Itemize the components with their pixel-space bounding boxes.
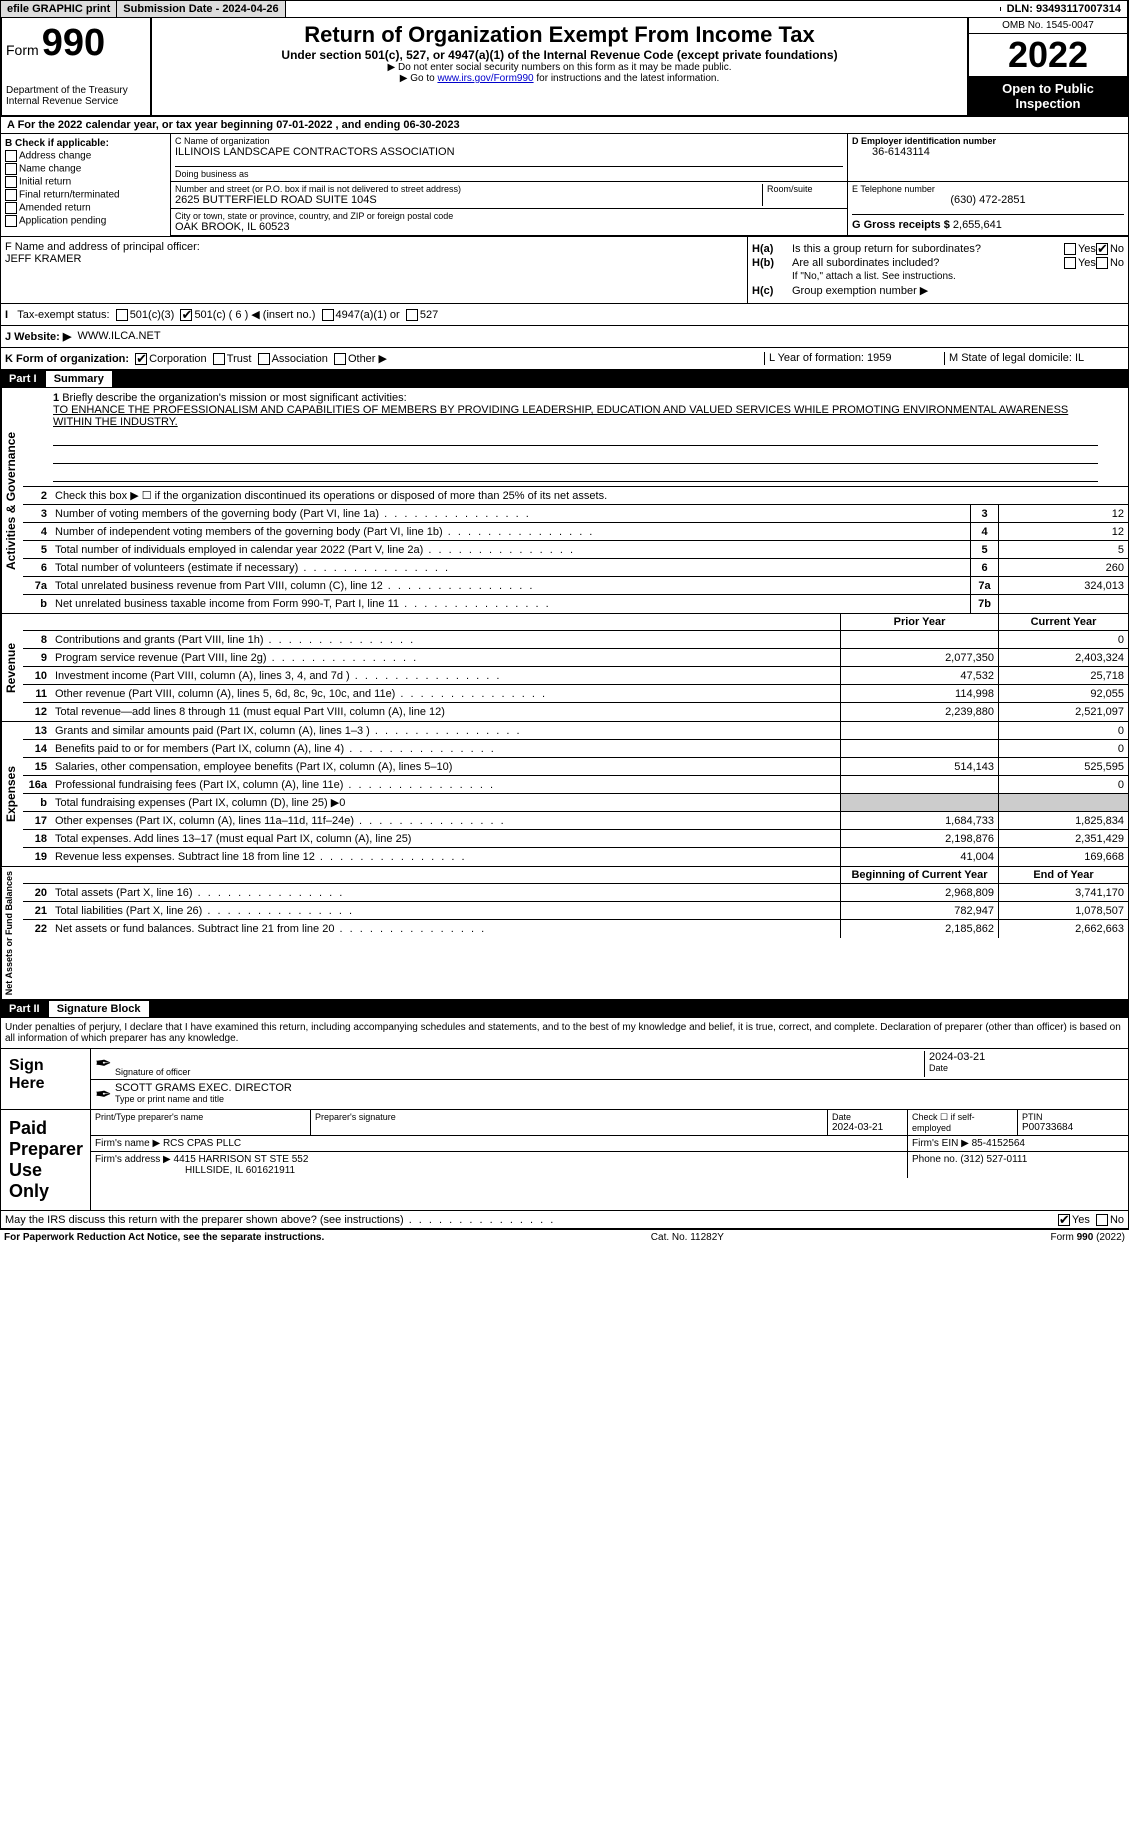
activities-governance-label: Activities & Governance	[1, 388, 23, 613]
discuss-question: May the IRS discuss this return with the…	[5, 1214, 1058, 1226]
line-9-current: 2,403,324	[998, 649, 1128, 666]
line-4-val: 12	[998, 523, 1128, 540]
line-22-eoy: 2,662,663	[998, 920, 1128, 938]
firm-phone: (312) 527-0111	[960, 1154, 1027, 1165]
line-21-eoy: 1,078,507	[998, 902, 1128, 919]
website-row: J Website: ▶ WWW.ILCA.NET	[0, 326, 1129, 348]
form-header: Form 990 Department of the Treasury Inte…	[0, 18, 1129, 117]
section-f: F Name and address of principal officer:…	[1, 237, 748, 303]
line-5-val: 5	[998, 541, 1128, 558]
dln: DLN: 93493117007314	[1001, 1, 1128, 17]
form-org-row: K Form of organization: Corporation Trus…	[0, 348, 1129, 370]
website-url: WWW.ILCA.NET	[77, 330, 160, 343]
dept-treasury: Department of the Treasury	[6, 85, 146, 96]
firm-name: RCS CPAS PLLC	[163, 1138, 241, 1149]
expenses-label: Expenses	[1, 722, 23, 866]
org-name-block: C Name of organization ILLINOIS LANDSCAP…	[171, 134, 848, 182]
street-address: 2625 BUTTERFIELD ROAD SUITE 104S	[175, 194, 762, 206]
sig-date: 2024-03-21	[929, 1051, 1124, 1063]
org-name: ILLINOIS LANDSCAPE CONTRACTORS ASSOCIATI…	[175, 146, 843, 158]
officer-name: SCOTT GRAMS EXEC. DIRECTOR	[115, 1082, 1124, 1094]
line-13-current: 0	[998, 722, 1128, 739]
year-formation: L Year of formation: 1959	[764, 352, 944, 365]
row-a-tax-year: A For the 2022 calendar year, or tax yea…	[0, 117, 1129, 134]
cb-app-pending[interactable]: Application pending	[5, 215, 166, 227]
line-7b-val	[998, 595, 1128, 613]
sign-here-label: Sign Here	[1, 1049, 91, 1109]
line-3-val: 12	[998, 505, 1128, 522]
cb-amended[interactable]: Amended return	[5, 202, 166, 214]
line-17-current: 1,825,834	[998, 812, 1128, 829]
ein: 36-6143114	[852, 146, 1124, 158]
city-state-zip: OAK BROOK, IL 60523	[175, 221, 843, 233]
line-16a-current: 0	[998, 776, 1128, 793]
ssn-note: ▶ Do not enter social security numbers o…	[156, 62, 963, 73]
state-domicile: M State of legal domicile: IL	[944, 352, 1124, 365]
top-bar: efile GRAPHIC print Submission Date - 20…	[0, 0, 1129, 18]
ptin: P00733684	[1022, 1122, 1124, 1133]
line-8-current: 0	[998, 631, 1128, 648]
gross-receipts: 2,655,641	[953, 219, 1002, 231]
efile-print-button[interactable]: efile GRAPHIC print	[1, 1, 117, 17]
line-14-current: 0	[998, 740, 1128, 757]
cb-name-change[interactable]: Name change	[5, 163, 166, 175]
telephone: (630) 472-2851	[852, 194, 1124, 206]
revenue-label: Revenue	[1, 614, 23, 721]
pen-icon: ✒	[95, 1082, 115, 1107]
line-11-current: 92,055	[998, 685, 1128, 702]
tax-exempt-status: I Tax-exempt status: 501(c)(3) 501(c) ( …	[0, 304, 1129, 326]
perjury-declaration: Under penalties of perjury, I declare th…	[1, 1018, 1128, 1049]
pen-icon: ✒	[95, 1051, 115, 1077]
line-10-current: 25,718	[998, 667, 1128, 684]
tax-year: 2022	[969, 34, 1127, 77]
part-2-header: Part II Signature Block	[0, 1000, 1129, 1018]
paid-preparer-section: Paid Preparer Use Only Print/Type prepar…	[0, 1110, 1129, 1211]
form-number: 990	[42, 22, 105, 64]
part-1-header: Part I Summary	[0, 370, 1129, 388]
firm-ein: 85-4152564	[972, 1138, 1025, 1149]
line-19-current: 169,668	[998, 848, 1128, 866]
irs-link[interactable]: www.irs.gov/Form990	[437, 73, 533, 84]
line-7a-val: 324,013	[998, 577, 1128, 594]
mission-text: TO ENHANCE THE PROFESSIONALISM AND CAPAB…	[53, 404, 1098, 428]
net-assets-label: Net Assets or Fund Balances	[1, 867, 23, 999]
line-20-eoy: 3,741,170	[998, 884, 1128, 901]
firm-address: 4415 HARRISON ST STE 552	[174, 1154, 309, 1165]
irs-label: Internal Revenue Service	[6, 96, 146, 107]
line-12-current: 2,521,097	[998, 703, 1128, 721]
submission-date: Submission Date - 2024-04-26	[117, 1, 285, 17]
omb-number: OMB No. 1545-0047	[969, 18, 1127, 34]
page-footer: For Paperwork Reduction Act Notice, see …	[0, 1229, 1129, 1245]
open-inspection: Open to Public Inspection	[969, 77, 1127, 115]
form-subtitle: Under section 501(c), 527, or 4947(a)(1)…	[156, 48, 963, 62]
line-15-current: 525,595	[998, 758, 1128, 775]
cb-address-change[interactable]: Address change	[5, 150, 166, 162]
goto-note: ▶ Go to www.irs.gov/Form990 for instruct…	[156, 73, 963, 84]
line-6-val: 260	[998, 559, 1128, 576]
cb-final-return[interactable]: Final return/terminated	[5, 189, 166, 201]
principal-officer: JEFF KRAMER	[5, 253, 743, 265]
cb-initial-return[interactable]: Initial return	[5, 176, 166, 188]
form-word: Form	[6, 42, 39, 58]
form-title: Return of Organization Exempt From Incom…	[156, 22, 963, 48]
line-18-current: 2,351,429	[998, 830, 1128, 847]
section-b: B Check if applicable: Address change Na…	[1, 134, 171, 236]
